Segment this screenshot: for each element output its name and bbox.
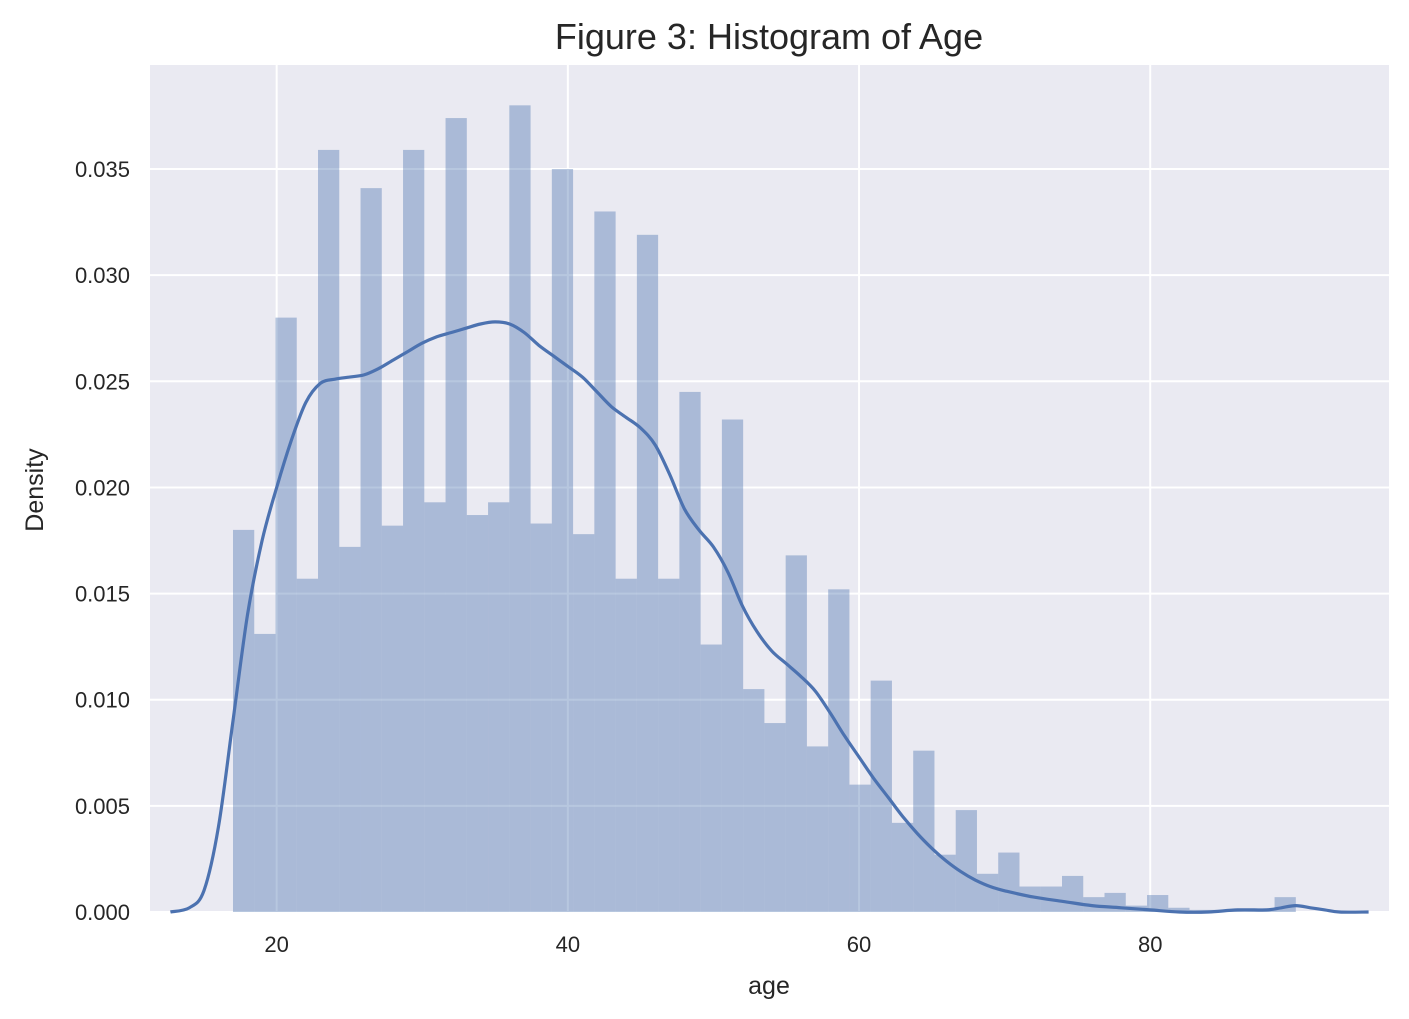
histogram-bar xyxy=(488,502,510,912)
kde-curve xyxy=(170,320,1369,914)
y-tick-label: 0.015 xyxy=(75,582,130,607)
histogram-bar xyxy=(934,854,956,912)
histogram-bar xyxy=(466,515,489,912)
histogram-bar xyxy=(1019,886,1041,912)
y-tick-label: 0.010 xyxy=(75,688,130,713)
x-tick-label: 20 xyxy=(264,932,288,957)
y-axis-label: Density xyxy=(21,448,49,532)
histogram-bar xyxy=(743,689,765,912)
y-tick-label: 0.000 xyxy=(75,900,130,925)
grid-lines xyxy=(150,65,1389,913)
histogram-bar xyxy=(573,534,595,912)
y-tick-label: 0.020 xyxy=(75,475,130,500)
histogram-bar xyxy=(806,746,829,912)
histogram-bar xyxy=(530,523,552,912)
x-tick-labels: 20 40 60 80 xyxy=(264,932,1162,957)
histogram-bar xyxy=(955,810,977,912)
histogram-bar xyxy=(913,750,935,912)
histogram-bar xyxy=(849,784,871,912)
histogram-bar xyxy=(403,149,425,912)
x-axis-label: age xyxy=(748,972,790,1000)
histogram-bar xyxy=(998,852,1020,912)
x-tick-label: 80 xyxy=(1138,932,1162,957)
histogram-bar xyxy=(360,188,382,912)
histogram-bar xyxy=(785,555,807,912)
histogram-bar xyxy=(232,529,255,912)
histogram-bar xyxy=(254,633,276,912)
histogram-bar xyxy=(339,546,361,912)
y-tick-label: 0.005 xyxy=(75,794,130,819)
histogram-bar xyxy=(679,391,701,912)
histogram-bar xyxy=(318,149,340,912)
histogram-bar xyxy=(381,525,404,912)
histogram-bar xyxy=(509,105,531,913)
y-tick-label: 0.025 xyxy=(75,369,130,394)
histogram-bars xyxy=(232,105,1296,913)
plot-background xyxy=(150,65,1389,912)
histogram-bar xyxy=(870,680,892,912)
histogram-bar xyxy=(1147,895,1169,912)
x-tick-label: 60 xyxy=(847,932,871,957)
histogram-bar xyxy=(551,169,574,912)
histogram-bar xyxy=(445,118,467,912)
histogram-bar xyxy=(615,578,637,912)
histogram-bar xyxy=(721,419,744,912)
histogram-bar xyxy=(275,317,297,913)
chart-title: Figure 3: Histogram of Age xyxy=(555,16,983,57)
histogram-bar xyxy=(976,873,999,912)
histogram-bar xyxy=(636,234,659,912)
histogram-bar xyxy=(658,578,680,912)
y-tick-labels: 0.000 0.005 0.010 0.015 0.020 0.025 0.030 0.035 xyxy=(75,157,130,925)
histogram-bar xyxy=(296,578,319,912)
y-tick-label: 0.035 xyxy=(75,157,130,182)
x-tick-label: 40 xyxy=(556,932,580,957)
histogram-bar xyxy=(594,211,616,912)
y-tick-label: 0.030 xyxy=(75,263,130,288)
histogram-bar xyxy=(1061,875,1084,912)
histogram-bar xyxy=(828,589,850,912)
histogram-bar xyxy=(700,644,722,912)
histogram-bar xyxy=(764,723,786,912)
histogram-bar xyxy=(424,502,446,912)
histogram-bar xyxy=(1168,907,1190,912)
histogram-bar xyxy=(891,822,914,912)
